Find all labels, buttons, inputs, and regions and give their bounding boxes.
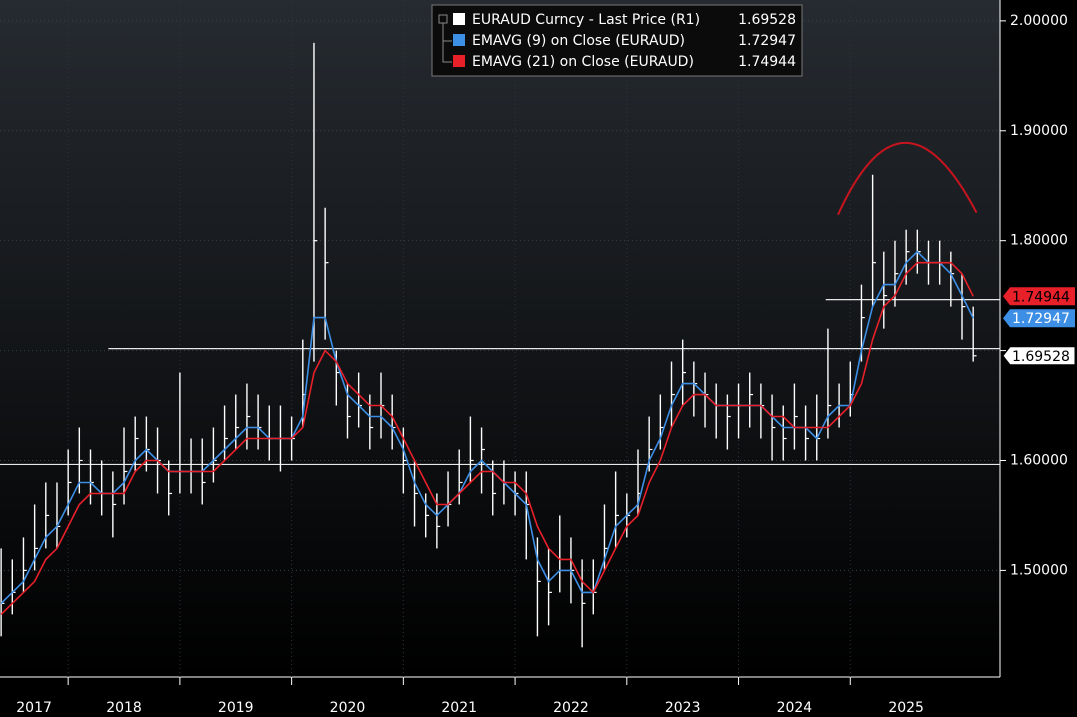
x-tick-label: 2019 (218, 700, 254, 716)
last-value-label: 1.72947 (1012, 311, 1070, 327)
x-tick-label: 2020 (330, 700, 366, 716)
y-tick-label: 2.00000 (1010, 13, 1068, 29)
plot-background (0, 0, 1000, 677)
x-tick-label: 2021 (441, 700, 477, 716)
last-value-label: 1.74944 (1012, 289, 1070, 305)
legend-swatch (453, 55, 465, 67)
legend-tree (442, 20, 452, 63)
last-value-tag (1003, 287, 1075, 306)
y-tick-label: 1.60000 (1010, 452, 1068, 468)
x-tick-label: 2017 (16, 700, 52, 716)
x-tick-label: 2024 (777, 700, 813, 716)
y-tick-label: 1.80000 (1010, 233, 1068, 249)
last-value-tag (1002, 346, 1076, 366)
last-value-tag (1003, 309, 1075, 328)
legend-swatch (453, 34, 465, 46)
legend-collapse (438, 14, 448, 24)
y-tick-label: 1.90000 (1010, 123, 1068, 139)
x-tick-label: 2018 (106, 700, 142, 716)
legend-value: 1.72947 (738, 33, 796, 49)
legend-label: EMAVG (21) on Close (EURAUD) (472, 54, 694, 70)
legend-value: 1.69528 (738, 12, 796, 28)
y-tick-label: 1.50000 (1010, 562, 1068, 578)
last-value-label: 1.69528 (1012, 349, 1070, 365)
x-tick-label: 2023 (665, 700, 701, 716)
x-tick-label: 2025 (888, 700, 924, 716)
legend-swatch (453, 13, 465, 25)
legend-label: EMAVG (9) on Close (EURAUD) (472, 33, 685, 49)
arc-annotation (837, 142, 978, 216)
x-tick-label: 2022 (553, 700, 589, 716)
legend-label: EURAUD Curncy - Last Price (R1) (472, 12, 700, 28)
legend-box (431, 4, 803, 77)
legend: EURAUD Curncy - Last Price (R1) 1.69528 EM… (431, 4, 803, 77)
legend-value: 1.74944 (738, 54, 796, 70)
ema-line (0, 261, 974, 615)
